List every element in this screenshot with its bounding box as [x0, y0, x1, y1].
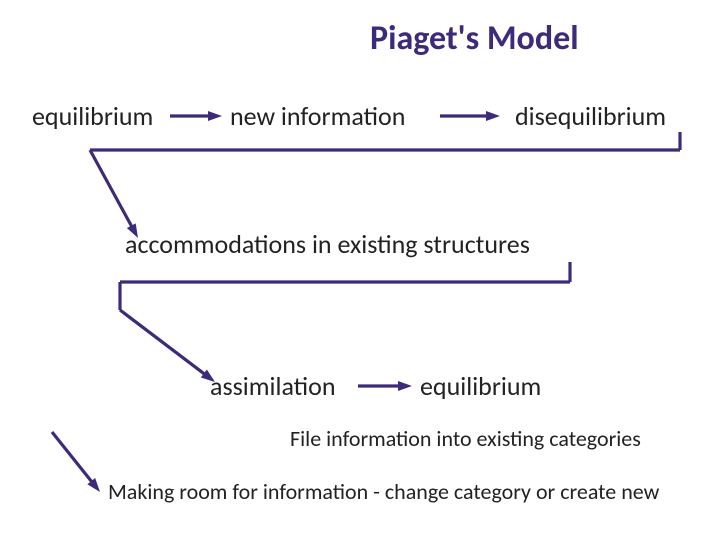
note-making-room: Making room for information - change cat… [108, 478, 659, 505]
node-assimilation: assimilation [210, 370, 336, 402]
arrow-eq-to-new [170, 111, 222, 121]
arrow-to-note2 [52, 432, 100, 492]
arrow-layer [0, 0, 720, 540]
arrow-assim-to-eq2 [358, 381, 412, 391]
note-file-info: File information into existing categorie… [290, 425, 641, 452]
page-title: Piaget's Model [370, 18, 579, 59]
node-disequilibrium: disequilibrium [515, 100, 666, 132]
node-accommodations: accommodations in existing structures [125, 228, 530, 260]
diagram-stage: Piaget's Model equilibrium new informati… [0, 0, 720, 540]
arrow-new-to-diseq [440, 111, 500, 121]
node-equilibrium-2: equilibrium [420, 370, 541, 402]
node-equilibrium-1: equilibrium [32, 100, 153, 132]
arrow-accom-to-assim [120, 262, 570, 382]
arrow-diseq-to-accom [90, 132, 680, 238]
node-new-information: new information [230, 100, 405, 132]
